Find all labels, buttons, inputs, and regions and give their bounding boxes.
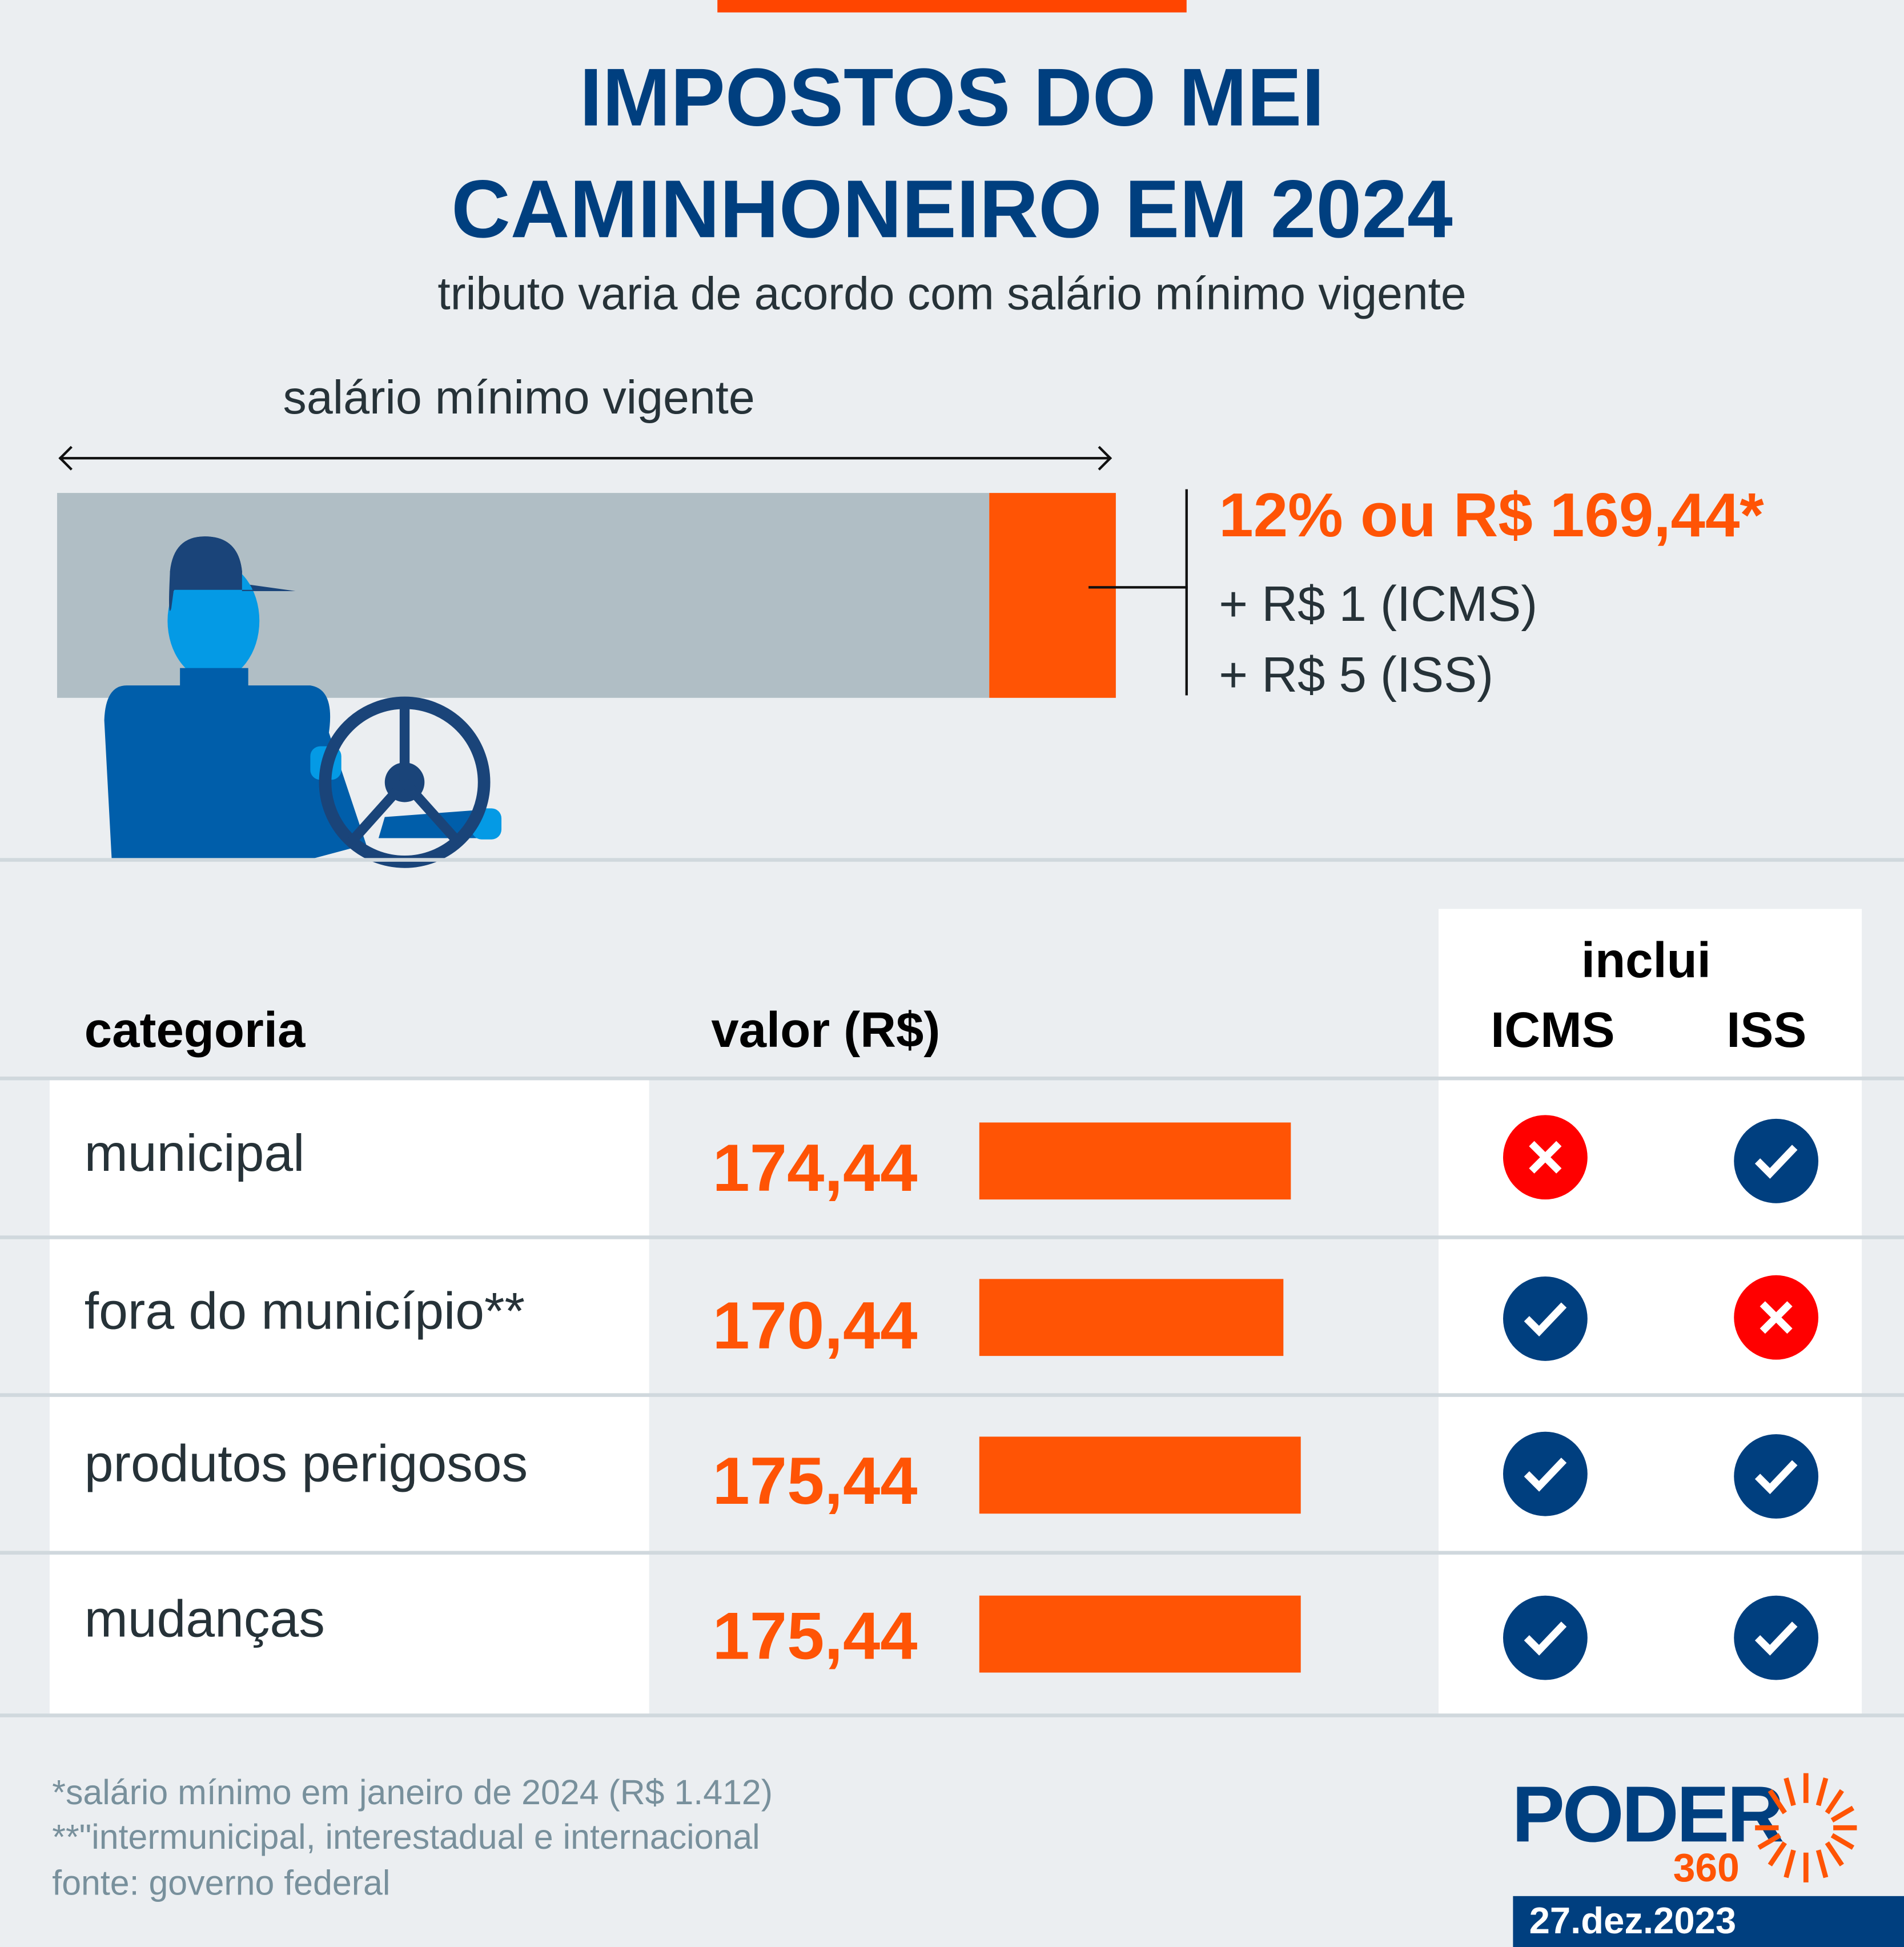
- tax-extra-icms: + R$ 1 (ICMS): [1219, 577, 1538, 632]
- title-line-1: IMPOSTOS DO MEI: [579, 51, 1325, 143]
- row-divider: [0, 1551, 1904, 1555]
- row-2-value: 170,44: [712, 1288, 918, 1364]
- row-divider: [0, 1235, 1904, 1239]
- row-1-value: 174,44: [712, 1131, 918, 1206]
- row-3-bar: [979, 1436, 1301, 1514]
- source-note: fonte: governo federal: [52, 1864, 391, 1902]
- check-icon: [1503, 1595, 1588, 1680]
- header-icms: ICMS: [1491, 1003, 1615, 1058]
- top-accent-bar: [717, 0, 1187, 13]
- bracket-line: [1185, 489, 1188, 696]
- row-4-bar: [979, 1595, 1301, 1673]
- arrow-right-icon: [1087, 445, 1112, 471]
- section-divider: [0, 858, 1904, 862]
- header-inclui: inclui: [1581, 933, 1711, 989]
- header-iss: ISS: [1726, 1003, 1807, 1058]
- table-bottom-divider: [0, 1713, 1904, 1717]
- tax-portion-bar: [989, 493, 1116, 698]
- arrow-left-icon: [58, 445, 83, 471]
- check-icon: [1503, 1276, 1588, 1361]
- subtitle: tributo varia de acordo com salário míni…: [437, 268, 1467, 319]
- check-icon: [1734, 1434, 1819, 1519]
- bracket-connector: [1088, 586, 1188, 589]
- category-column-bg: [49, 1080, 649, 1714]
- row-1-bar: [979, 1122, 1291, 1200]
- tax-extra-iss: + R$ 5 (ISS): [1219, 648, 1494, 703]
- sunburst-logo-icon: [1755, 1773, 1857, 1882]
- footnote-2: **"intermunicipal, interestadual e inter…: [52, 1817, 760, 1857]
- row-2-bar: [979, 1279, 1284, 1356]
- row-4-value: 175,44: [712, 1599, 918, 1674]
- x-icon: [1734, 1275, 1819, 1360]
- tax-main-value: 12% ou R$ 169,44*: [1219, 480, 1764, 551]
- row-1-category: municipal: [84, 1123, 305, 1182]
- logo-360: 360: [1673, 1845, 1740, 1890]
- row-3-category: produtos perigosos: [84, 1434, 528, 1493]
- includes-header-box: [1438, 909, 1862, 1079]
- header-valor: valor (R$): [711, 1003, 941, 1058]
- table-header-divider: [0, 1076, 1904, 1081]
- range-arrow: [59, 457, 1108, 460]
- logo-poder: PODER: [1512, 1769, 1784, 1859]
- header-categoria: categoria: [84, 1003, 306, 1058]
- title-line-2: CAMINHONEIRO EM 2024: [451, 162, 1453, 255]
- footnote-1: *salário mínimo em janeiro de 2024 (R$ 1…: [52, 1773, 773, 1812]
- row-3-value: 175,44: [712, 1444, 918, 1519]
- row-divider: [0, 1393, 1904, 1397]
- row-2-category: fora do município**: [84, 1281, 525, 1340]
- range-label: salário mínimo vigente: [283, 372, 755, 425]
- x-icon: [1503, 1115, 1588, 1200]
- check-icon: [1503, 1431, 1588, 1516]
- row-4-category: mudanças: [84, 1589, 325, 1648]
- check-icon: [1734, 1595, 1819, 1680]
- truck-driver-icon: [104, 536, 502, 868]
- check-icon: [1734, 1118, 1819, 1203]
- date-badge: 27.dez.2023: [1513, 1896, 1904, 1947]
